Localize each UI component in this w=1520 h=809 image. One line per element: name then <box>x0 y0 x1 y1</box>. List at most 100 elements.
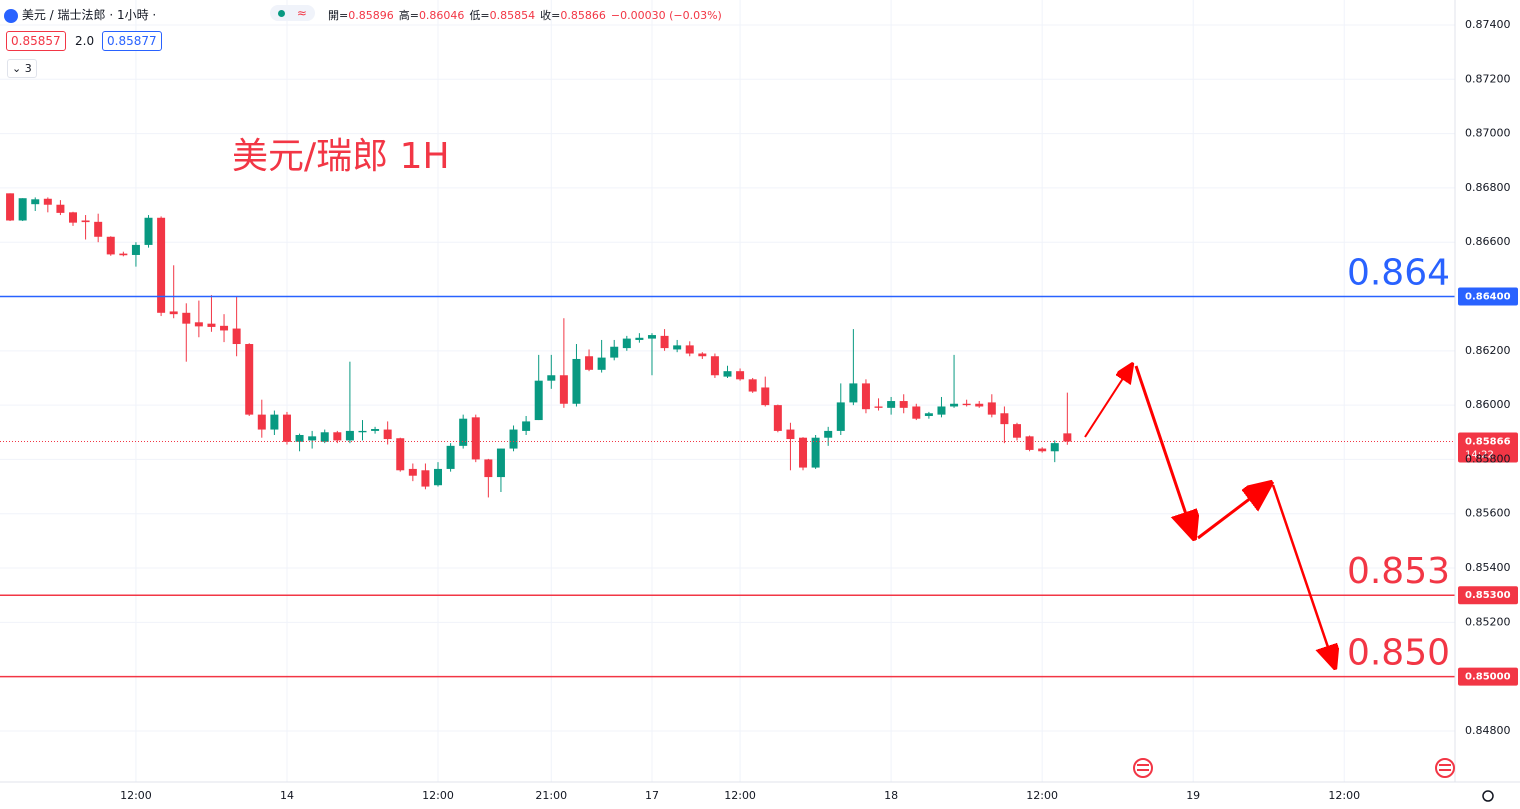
candle-body <box>194 322 203 327</box>
ohlc-label: 開= <box>328 9 349 22</box>
candle-body <box>585 356 594 370</box>
candle-body <box>559 375 568 404</box>
candle-body <box>987 402 996 415</box>
candle-body <box>635 337 644 340</box>
settings-icon[interactable] <box>1482 790 1494 802</box>
candle-body <box>119 253 128 256</box>
y-tick-label: 0.85600 <box>1465 507 1511 520</box>
candle-body <box>383 429 392 440</box>
candle-body <box>1025 436 1034 450</box>
spread: 2.0 <box>75 34 95 48</box>
candle-body <box>270 414 279 430</box>
candle-body <box>358 430 367 433</box>
y-tick-label: 0.87000 <box>1465 127 1511 140</box>
candle-body <box>471 417 480 460</box>
forecast-arrows <box>1084 366 1334 665</box>
candle-body <box>459 418 468 446</box>
candle-body <box>396 438 405 471</box>
candle-body <box>773 405 782 431</box>
candle-body <box>371 429 380 431</box>
level-price-box <box>1458 586 1518 605</box>
y-tick-label: 0.87400 <box>1465 18 1511 31</box>
candle-body <box>912 406 921 419</box>
level-price-label: 0.86400 <box>1465 292 1511 303</box>
x-tick-label: 12:00 <box>1026 789 1058 802</box>
candle-body <box>94 221 103 237</box>
y-tick-label: 0.86200 <box>1465 344 1511 357</box>
ask-button[interactable]: 0.85877 <box>102 31 162 51</box>
candle-body <box>257 414 266 430</box>
candle-body <box>81 220 90 223</box>
candle-body <box>496 448 505 478</box>
candle-body <box>698 353 707 357</box>
candle-body <box>182 312 191 324</box>
candle-body <box>446 445 455 469</box>
candle-body <box>673 345 682 350</box>
change: −0.00030 (−0.03%) <box>610 9 722 22</box>
candle-body <box>622 338 631 349</box>
symbol[interactable]: 美元 / 瑞士法郎 · 1小時 · <box>21 8 157 22</box>
ohlc-label: 收= <box>540 9 561 22</box>
indicator-count: 3 <box>24 62 32 75</box>
level-price-box <box>1458 667 1518 686</box>
ohlc-label: 低= <box>469 9 490 22</box>
candle-body <box>874 406 883 408</box>
candle-body <box>610 346 619 358</box>
candle-body <box>6 193 15 221</box>
candle-body <box>647 335 656 339</box>
candle-body <box>333 432 342 441</box>
y-tick-label: 0.87200 <box>1465 72 1511 85</box>
candle-body <box>572 358 581 404</box>
candle-body <box>522 421 531 431</box>
bid-button[interactable]: 0.85857 <box>6 31 66 51</box>
candle-body <box>1038 448 1047 452</box>
candle-body <box>232 328 241 345</box>
candle-body <box>849 383 858 403</box>
y-tick-label: 0.84800 <box>1465 724 1511 737</box>
last-price-label: 0.85866 <box>1465 437 1511 448</box>
event-flag[interactable] <box>1435 758 1455 778</box>
candle-body <box>408 468 417 476</box>
candle-body <box>245 344 254 415</box>
chevron: ⌄ <box>12 62 25 75</box>
candle-body <box>924 413 933 416</box>
y-tick-label: 0.85200 <box>1465 615 1511 628</box>
candle-body <box>887 401 896 408</box>
ohlc-value: 0.86046 <box>418 9 465 22</box>
candle-body <box>1050 443 1059 452</box>
candle-body <box>484 459 493 478</box>
y-tick-label: 0.86800 <box>1465 181 1511 194</box>
x-tick-label: 12:00 <box>422 789 454 802</box>
level-price-box <box>1458 287 1518 306</box>
event-flag[interactable] <box>1133 758 1153 778</box>
y-tick-label: 0.85800 <box>1465 452 1511 465</box>
level-annotation: 0.850 <box>1347 633 1450 674</box>
candle-body <box>295 434 304 442</box>
candle-body <box>144 217 153 245</box>
candle-body <box>308 436 317 441</box>
candle-body <box>106 236 115 255</box>
level-price-label: 0.85300 <box>1465 590 1511 601</box>
candle-body <box>1000 413 1009 425</box>
y-tick-label: 0.86000 <box>1465 398 1511 411</box>
countdown-label: 14:22 <box>1465 450 1494 461</box>
candle-body <box>207 323 216 327</box>
symbol-info: 美元 / 瑞士法郎 · 1小時 · <box>4 6 156 23</box>
ohlc-label: 高= <box>398 9 419 22</box>
candle-body <box>169 311 178 315</box>
status-icon: ≈ <box>296 6 307 20</box>
candle-body <box>69 212 78 223</box>
x-tick-label: 19 <box>1186 789 1200 802</box>
candle-body <box>31 199 40 205</box>
candle-body <box>937 406 946 415</box>
indicators-toggle[interactable]: ⌄ 3 <box>7 59 37 78</box>
candle-body <box>861 383 870 410</box>
candle-body <box>836 402 845 431</box>
x-tick-label: 21:00 <box>535 789 567 802</box>
x-tick-label: 12:00 <box>1328 789 1360 802</box>
candle-body <box>975 403 984 407</box>
candle-body <box>962 403 971 406</box>
x-tick-label: 12:00 <box>120 789 152 802</box>
